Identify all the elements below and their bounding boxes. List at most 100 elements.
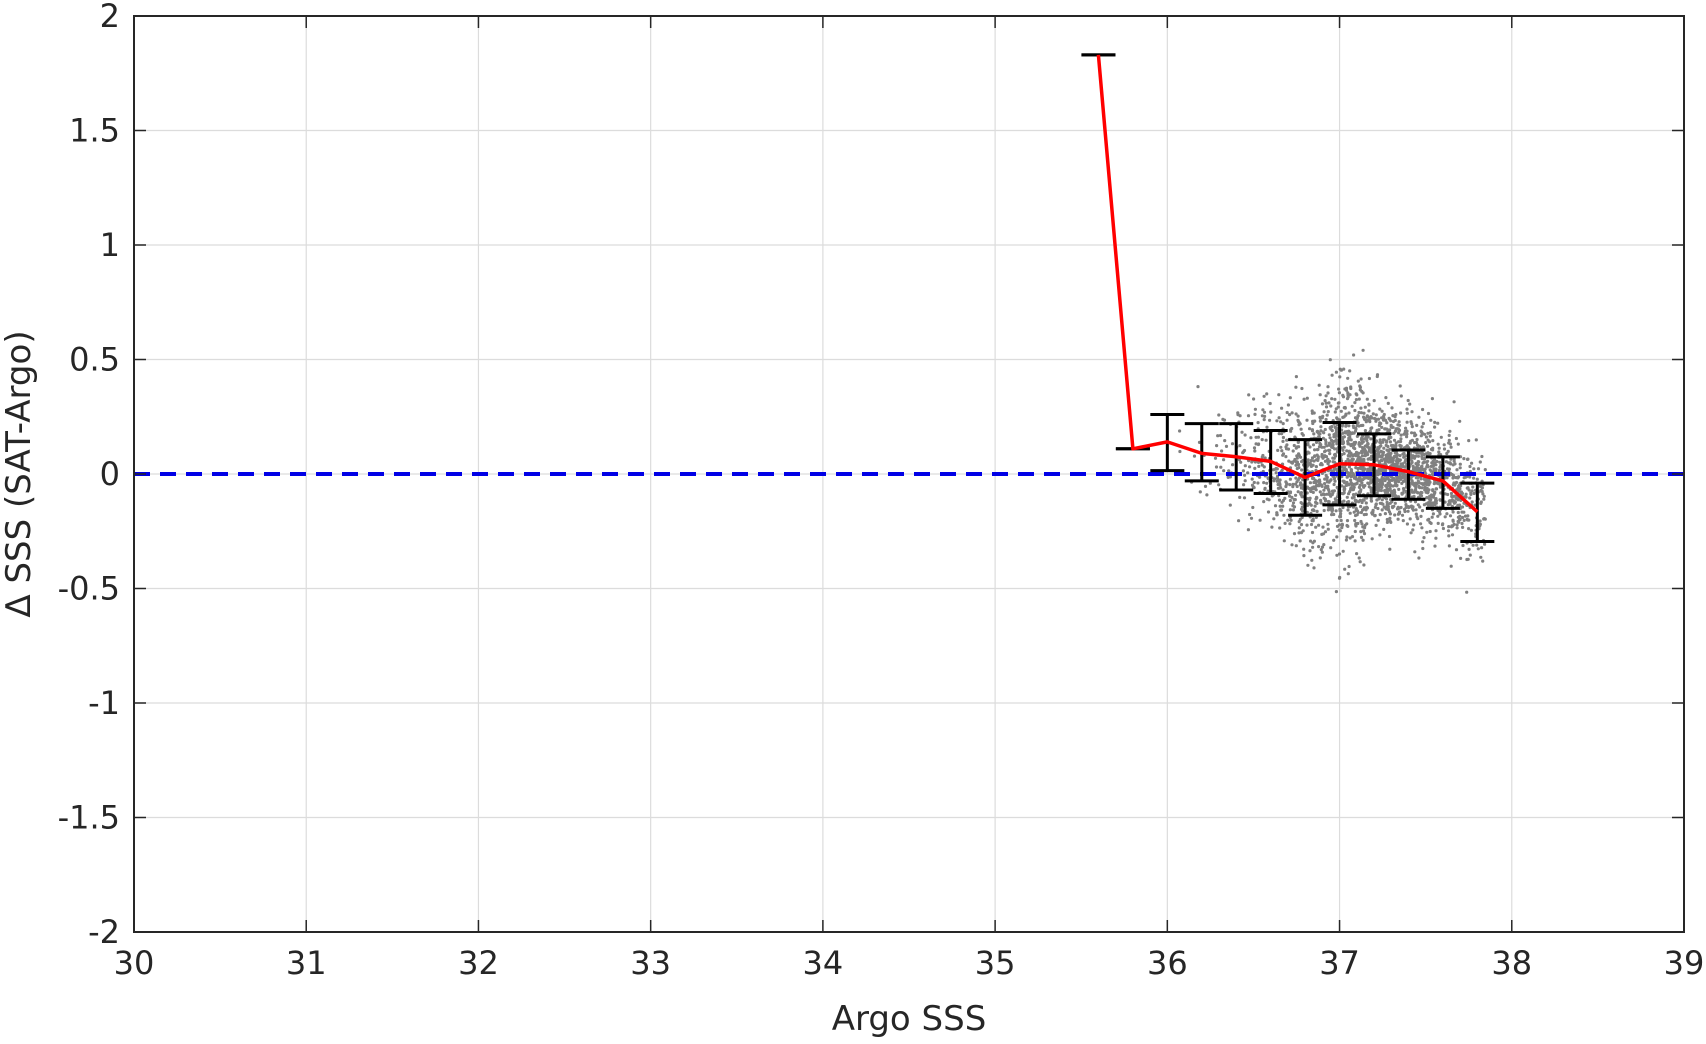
scatter-point	[1328, 436, 1332, 440]
scatter-point	[1248, 512, 1252, 517]
scatter-point	[1428, 431, 1432, 435]
scatter-point	[1381, 502, 1385, 506]
scatter-point	[1400, 491, 1404, 495]
scatter-point	[1419, 434, 1423, 438]
scatter-point	[1231, 463, 1235, 467]
scatter-point	[1383, 427, 1388, 431]
scatter-point	[1288, 477, 1292, 481]
scatter-point	[1348, 393, 1352, 397]
scatter-point	[1372, 399, 1376, 403]
scatter-point	[1375, 486, 1379, 490]
scatter-point	[1343, 481, 1347, 485]
scatter-point	[1426, 444, 1430, 448]
scatter-point	[1429, 498, 1433, 502]
scatter-point	[1325, 413, 1329, 417]
scatter-point	[1354, 450, 1359, 454]
scatter-point	[1253, 407, 1257, 411]
scatter-point	[1397, 420, 1401, 424]
scatter-point	[1308, 427, 1312, 431]
scatter-point	[1449, 445, 1453, 449]
scatter-point	[1345, 535, 1349, 539]
scatter-point	[1410, 425, 1414, 429]
scatter-point	[1369, 486, 1373, 490]
scatter-point	[1326, 391, 1330, 395]
scatter-point	[1349, 386, 1353, 391]
scatter-point	[1337, 552, 1342, 556]
scatter-point	[1431, 512, 1435, 516]
scatter-point	[1406, 509, 1410, 513]
scatter-point	[1309, 458, 1313, 463]
scatter-point	[1430, 461, 1434, 465]
scatter-point	[1355, 416, 1359, 420]
scatter-point	[1290, 543, 1294, 547]
scatter-point	[1297, 453, 1301, 458]
scatter-point	[1222, 469, 1226, 473]
scatter-point	[1337, 387, 1341, 391]
scatter-point	[1251, 485, 1255, 489]
scatter-point	[1361, 423, 1365, 427]
scatter-point	[1327, 492, 1331, 496]
scatter-point	[1426, 411, 1431, 416]
scatter-point	[1401, 452, 1405, 456]
scatter-point	[1337, 528, 1341, 532]
scatter-point	[1463, 514, 1468, 518]
scatter-point	[1395, 483, 1399, 487]
scatter-point	[1340, 465, 1344, 469]
scatter-point	[1424, 441, 1428, 445]
scatter-point	[1281, 435, 1285, 440]
scatter-point	[1310, 411, 1314, 415]
scatter-point	[1349, 475, 1353, 479]
scatter-point	[1289, 518, 1293, 522]
scatter-point	[1339, 518, 1343, 523]
scatter-point	[1349, 478, 1353, 482]
scatter-point	[1449, 457, 1453, 461]
scatter-point	[1336, 405, 1340, 409]
scatter-point	[1394, 450, 1398, 454]
scatter-point	[1323, 497, 1327, 501]
scatter-point	[1308, 549, 1312, 553]
scatter-point	[1482, 517, 1486, 521]
mean-line	[1096, 54, 1479, 514]
scatter-point	[1386, 506, 1390, 510]
scatter-point	[1376, 518, 1380, 522]
scatter-point	[1262, 418, 1266, 422]
scatter-point	[1275, 419, 1279, 423]
scatter-point	[1480, 486, 1484, 490]
scatter-point	[1433, 425, 1437, 429]
scatter-point	[1385, 503, 1389, 507]
scatter-point	[1334, 430, 1339, 434]
scatter-point	[1296, 414, 1300, 418]
scatter-point	[1275, 476, 1280, 481]
scatter-point	[1356, 467, 1360, 471]
scatter-point	[1335, 535, 1339, 539]
scatter-point	[1374, 413, 1378, 417]
scatter-point	[1483, 468, 1487, 472]
scatter-point	[1246, 414, 1251, 418]
scatter-point	[1328, 358, 1332, 362]
scatter-point	[1361, 525, 1365, 529]
scatter-point	[1295, 460, 1299, 464]
scatter-point	[1297, 526, 1301, 530]
scatter-point	[1296, 490, 1300, 494]
scatter-point	[1278, 526, 1282, 530]
scatter-point	[1367, 419, 1372, 423]
scatter-point	[1362, 411, 1366, 415]
scatter-point	[1361, 440, 1365, 444]
scatter-point	[1385, 517, 1389, 522]
scatter-point	[1308, 461, 1312, 465]
scatter-point	[1317, 523, 1321, 527]
scatter-point	[1320, 484, 1324, 488]
scatter-point	[1380, 508, 1384, 512]
x-tick-label: 37	[1319, 944, 1360, 982]
scatter-point	[1327, 401, 1331, 405]
scatter-point	[1334, 509, 1338, 513]
scatter-point	[1429, 521, 1433, 526]
scatter-point	[1295, 445, 1299, 449]
scatter-point	[1240, 430, 1244, 434]
error-bar	[1391, 448, 1426, 501]
scatter-point	[1192, 454, 1197, 458]
scatter-point	[1288, 522, 1292, 526]
scatter-point	[1297, 520, 1301, 524]
scatter-point	[1464, 495, 1468, 499]
scatter-point	[1295, 456, 1299, 460]
